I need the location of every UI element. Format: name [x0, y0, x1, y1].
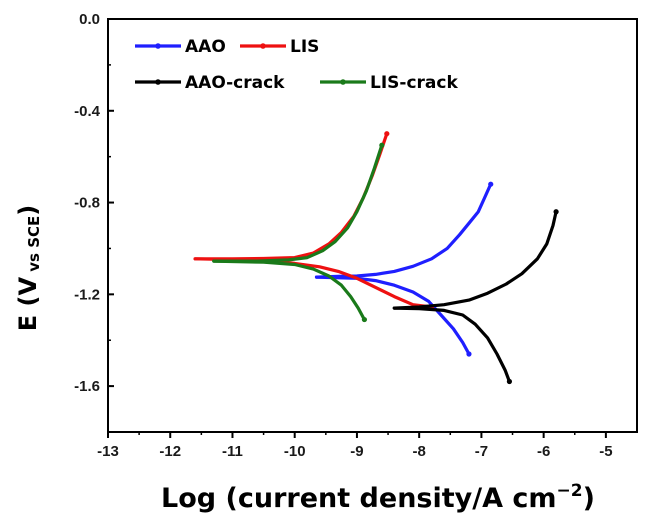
x-axis-title-close: )	[583, 483, 595, 514]
legend-marker	[155, 43, 161, 49]
y-axis-title-sub: vs SCE	[25, 216, 43, 277]
x-tick-label: -6	[537, 443, 550, 460]
plot-frame	[107, 18, 638, 433]
y-tick-label: -0.8	[74, 195, 100, 212]
legend-marker	[340, 79, 346, 85]
y-tick-label: 0.0	[79, 11, 100, 28]
x-tick-label: -7	[475, 443, 488, 460]
legend-label: AAO-crack	[185, 73, 285, 93]
series-line-lis-crack	[212, 143, 384, 263]
series-end-point	[553, 209, 559, 215]
series-end-point	[361, 316, 368, 323]
x-axis-title: Log (current density/A cm−2)	[161, 481, 595, 514]
legend-label: LIS-crack	[370, 73, 458, 93]
x-axis-title-main: Log (current density/A cm	[161, 483, 557, 514]
series-end-point	[488, 181, 494, 187]
x-tick-label: -12	[159, 443, 181, 460]
data-series	[193, 131, 559, 385]
legend-label: AAO	[185, 37, 226, 57]
legend-marker	[260, 43, 266, 49]
x-tick-label: -13	[97, 443, 119, 460]
x-tick-label: -5	[599, 443, 612, 460]
legend-label: LIS	[290, 37, 319, 57]
y-axis-title-close: )	[14, 205, 42, 216]
y-tick-label: -1.6	[74, 378, 100, 395]
series-line-aao-crack	[392, 306, 511, 384]
series-end-point	[379, 142, 385, 148]
series-line-lis	[193, 132, 389, 261]
series-line-lis-crack	[212, 259, 366, 322]
y-tick-label: -0.4	[74, 103, 101, 120]
x-axis-ticks: -13 -12 -11 -10 -9 -8 -7 -6 -5	[97, 432, 613, 460]
series-end-point	[466, 351, 472, 357]
series-line-aao	[314, 275, 471, 356]
x-tick-label: -8	[413, 443, 426, 460]
x-tick-label: -9	[350, 443, 363, 460]
legend-marker	[155, 79, 161, 85]
series-line-lis	[193, 257, 434, 309]
series-line-aao-crack	[392, 210, 558, 310]
x-tick-label: -10	[284, 443, 306, 460]
series-line-aao	[314, 182, 493, 279]
y-axis-title: E (V vs SCE)	[14, 205, 43, 331]
y-axis-title-main: E (V	[14, 277, 42, 332]
series-end-point	[506, 378, 513, 385]
x-axis-title-sup: −2	[557, 481, 583, 501]
y-tick-label: -1.2	[74, 286, 100, 303]
series-end-point	[384, 131, 390, 137]
x-tick-label: -11	[222, 443, 243, 460]
